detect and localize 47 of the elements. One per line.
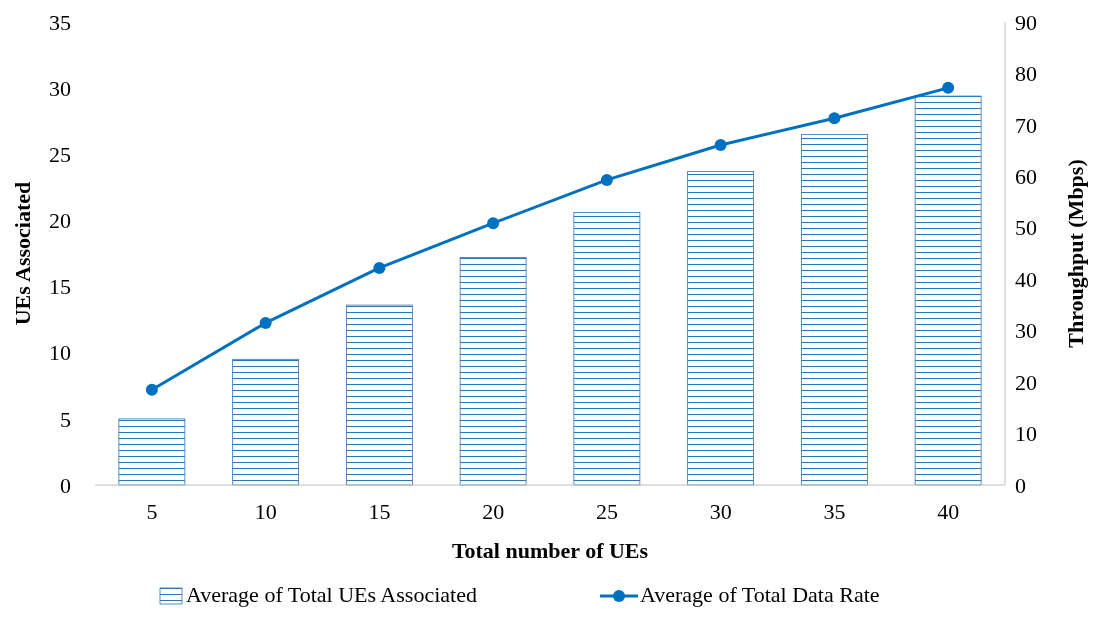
point [373, 261, 386, 274]
y-tick-label: 30 [49, 75, 71, 101]
y-axis-title: UEs Associated [10, 181, 35, 326]
y-tick-label: 15 [49, 274, 71, 300]
y2-tick-label: 50 [1015, 215, 1037, 241]
y2-tick-label: 20 [1015, 369, 1037, 395]
y-tick-label: 10 [49, 340, 71, 366]
y2-tick-label: 60 [1015, 164, 1037, 190]
point [714, 138, 727, 151]
y2-axis-title: Throughput (Mbps) [1063, 159, 1088, 348]
y-tick-label: 25 [49, 141, 71, 167]
y2-tick-label: 80 [1015, 61, 1037, 87]
point [828, 112, 841, 125]
y-tick-label: 5 [60, 406, 71, 432]
x-tick-label: 25 [595, 499, 618, 524]
x-axis-title: Total number of UEs [451, 538, 649, 563]
point [942, 81, 955, 94]
bar [914, 95, 982, 486]
y2-tick-label: 40 [1015, 266, 1037, 292]
y2-tick-label: 10 [1015, 421, 1037, 447]
y-tick-label: 20 [49, 208, 71, 234]
point [259, 316, 272, 329]
x-tick-label: 40 [937, 499, 960, 524]
y2-tick-label: 30 [1015, 318, 1037, 344]
point [487, 217, 500, 230]
x-tick-label: 35 [823, 499, 846, 524]
x-tick-label: 10 [254, 499, 277, 524]
legend-label: Average of Total Data Rate [640, 582, 880, 607]
bar [345, 304, 413, 486]
point [145, 383, 158, 396]
y2-tick-label: 90 [1015, 9, 1037, 35]
bar [800, 134, 868, 486]
x-tick-label: 15 [368, 499, 391, 524]
legend-label: Average of Total UEs Associated [186, 582, 477, 607]
x-tick-label: 5 [146, 499, 158, 524]
y2-tick-label: 0 [1015, 472, 1026, 498]
bar [232, 358, 300, 486]
x-tick-label: 30 [709, 499, 732, 524]
x-tick-label: 20 [482, 499, 505, 524]
y-tick-label: 35 [49, 9, 71, 35]
bar [118, 418, 186, 486]
y2-tick-label: 70 [1015, 112, 1037, 138]
y-tick-label: 0 [60, 472, 71, 498]
bar [687, 171, 755, 486]
bar [573, 212, 641, 486]
bar [459, 257, 527, 486]
point [600, 173, 613, 186]
